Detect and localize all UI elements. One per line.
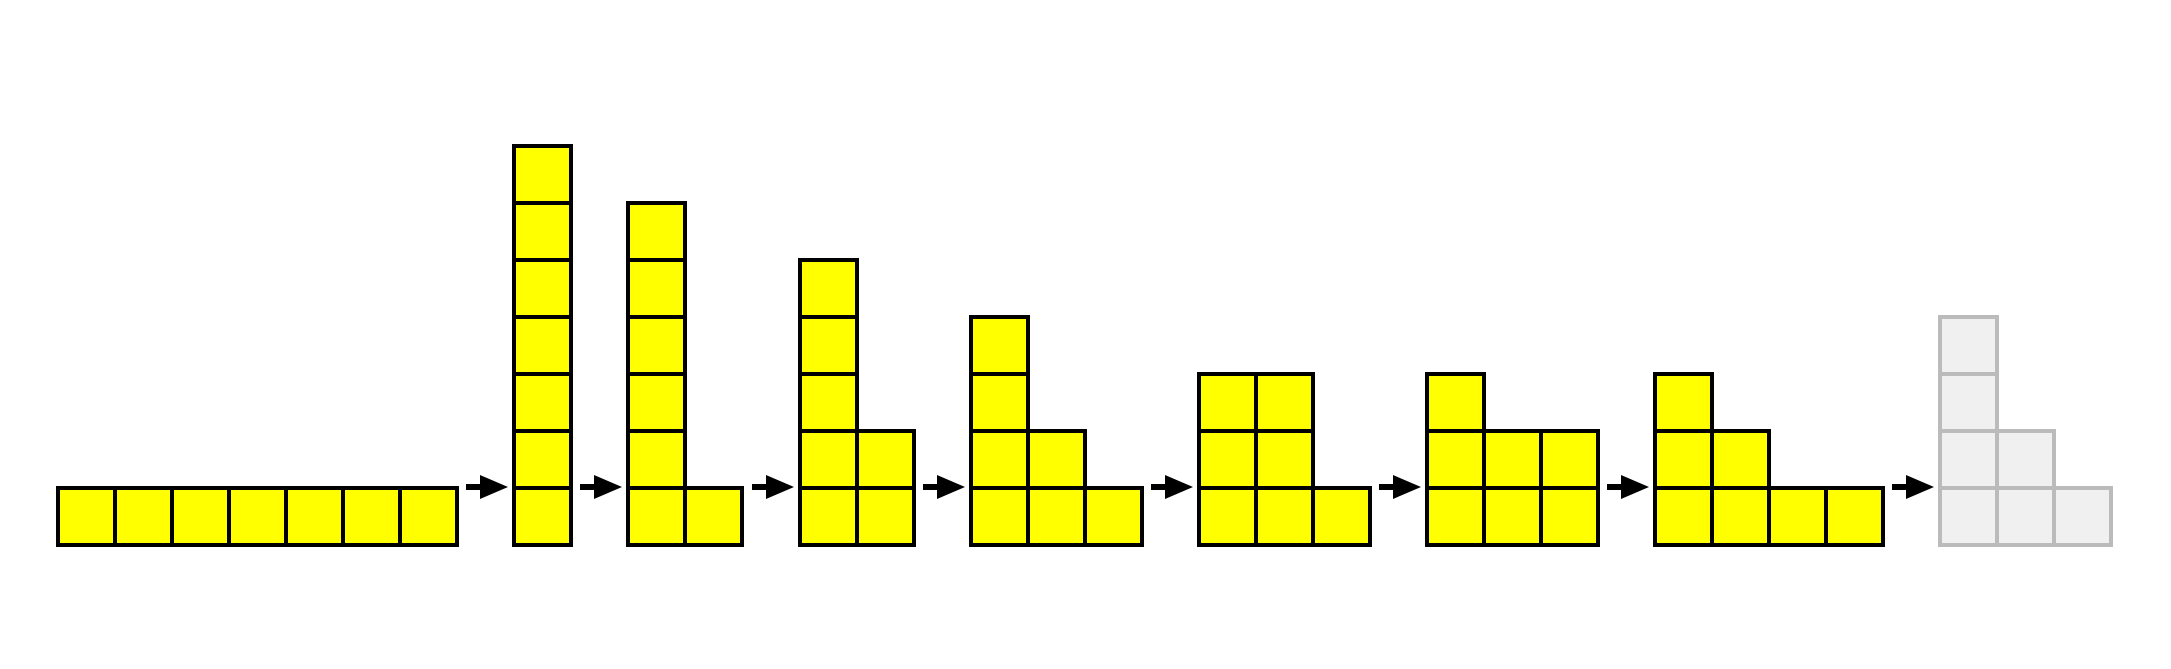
unit-square [798,429,859,490]
partition-shape-6 [1197,372,1372,547]
unit-square [1938,486,1999,547]
unit-square [1938,429,1999,490]
right-arrow-icon [752,475,794,499]
unit-square [626,429,687,490]
unit-square [798,258,859,319]
unit-square [1026,429,1087,490]
unit-square [1197,429,1258,490]
unit-square [1539,429,1600,490]
unit-square [1026,486,1087,547]
right-arrow-icon [1892,475,1934,499]
partition-shape-4 [798,258,916,547]
unit-square [969,372,1030,433]
unit-square [512,372,573,433]
unit-square [1710,429,1771,490]
unit-square [1425,486,1486,547]
unit-square [2052,486,2113,547]
unit-square [626,315,687,376]
partition-shape-8 [1653,372,1885,547]
unit-square [227,486,288,547]
unit-square [113,486,174,547]
unit-square [1653,429,1714,490]
unit-square [512,258,573,319]
right-arrow-icon [1151,475,1193,499]
ghost-shape-9 [1938,315,2113,547]
unit-square [1254,372,1315,433]
unit-square [1482,486,1543,547]
unit-square [683,486,744,547]
unit-square [56,486,117,547]
unit-square [1425,372,1486,433]
unit-square [969,429,1030,490]
unit-square [855,429,916,490]
unit-square [626,486,687,547]
unit-square [1254,486,1315,547]
unit-square [512,429,573,490]
partition-shape-7 [1425,372,1600,547]
unit-square [969,486,1030,547]
unit-square [1254,429,1315,490]
partition-shape-1 [56,486,459,547]
unit-square [1710,486,1771,547]
partition-shape-3 [626,201,744,547]
unit-square [512,144,573,205]
unit-square [1653,372,1714,433]
right-arrow-icon [1607,475,1649,499]
unit-square [969,315,1030,376]
unit-square [1539,486,1600,547]
right-arrow-icon [580,475,622,499]
unit-square [798,315,859,376]
unit-square [798,486,859,547]
unit-square [626,201,687,262]
unit-square [1995,429,2056,490]
arrows-layer [466,475,1934,499]
unit-square [341,486,402,547]
unit-square [1425,429,1486,490]
unit-square [626,258,687,319]
unit-square [284,486,345,547]
shapes-layer [56,144,2113,547]
partition-shape-2 [512,144,573,547]
unit-square [1767,486,1828,547]
unit-square [1995,486,2056,547]
unit-square [1938,315,1999,376]
unit-square [1197,372,1258,433]
right-arrow-icon [1379,475,1421,499]
unit-square [1653,486,1714,547]
unit-square [1824,486,1885,547]
right-arrow-icon [466,475,508,499]
unit-square [626,372,687,433]
unit-square [855,486,916,547]
unit-square [1482,429,1543,490]
unit-square [798,372,859,433]
unit-square [398,486,459,547]
unit-square [1197,486,1258,547]
unit-square [512,486,573,547]
unit-square [170,486,231,547]
unit-square [1083,486,1144,547]
right-arrow-icon [923,475,965,499]
unit-square [512,201,573,262]
unit-square [1311,486,1372,547]
unit-square [512,315,573,376]
unit-square [1938,372,1999,433]
partition-shape-5 [969,315,1144,547]
